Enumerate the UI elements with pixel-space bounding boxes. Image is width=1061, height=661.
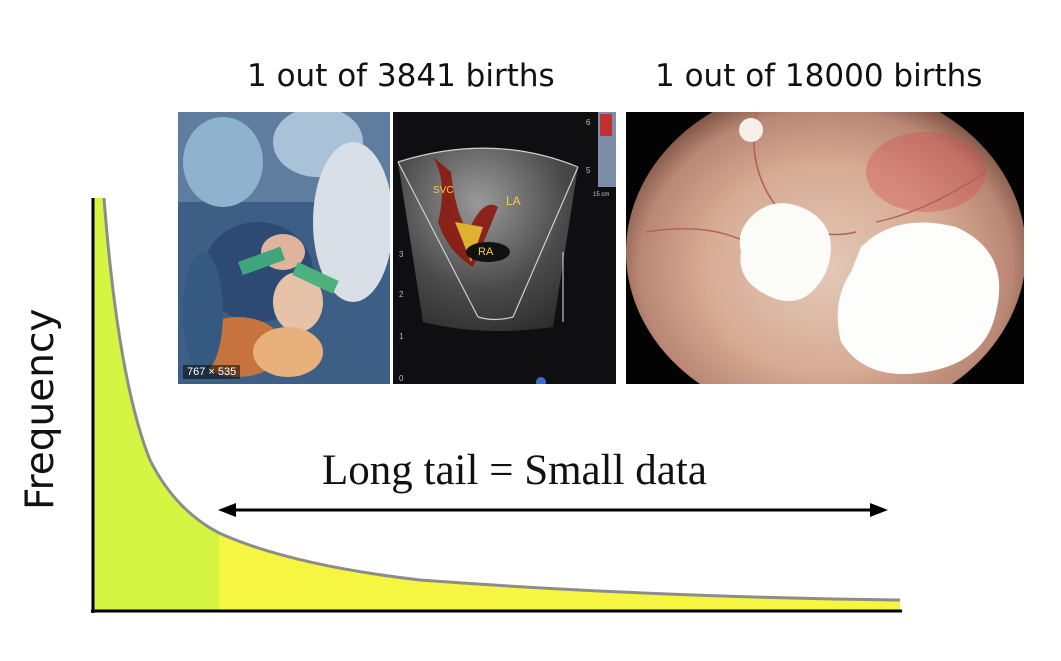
long-tail-title: Long tail = Small data xyxy=(322,447,707,494)
echo-scale-2: 2 xyxy=(399,290,404,299)
photo-size-label: 767 × 535 xyxy=(183,365,241,379)
echo-scale-6: 6 xyxy=(586,118,591,127)
tail-region xyxy=(219,533,900,611)
y-axis-label: Frequency xyxy=(18,308,63,510)
surgery-photo: 767 × 535 xyxy=(178,112,390,384)
echo-scale-1: 1 xyxy=(399,332,404,341)
tail-arrow-right-head xyxy=(870,503,888,517)
echo-scale-3: 3 xyxy=(399,250,404,259)
tail-arrow-left-head xyxy=(218,503,236,517)
echo-scale-0: 0 xyxy=(399,374,404,383)
echocardiogram-image: SVC LA RA 6 5 3 2 1 0 15 cm xyxy=(393,112,616,384)
caption-18000-births: 1 out of 18000 births xyxy=(655,58,983,94)
echo-cm-label: 15 cm xyxy=(593,192,610,198)
retina-fundus-photo xyxy=(626,112,1024,384)
echo-label-la: LA xyxy=(506,194,521,208)
caption-3841-births: 1 out of 3841 births xyxy=(247,58,555,94)
echo-label-svc: SVC xyxy=(433,185,454,196)
echo-label-ra: RA xyxy=(478,246,494,258)
echo-scale-5: 5 xyxy=(586,166,591,175)
